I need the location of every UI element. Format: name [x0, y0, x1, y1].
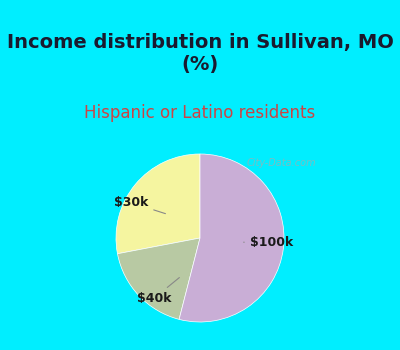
Text: $100k: $100k — [244, 236, 293, 249]
Text: City-Data.com: City-Data.com — [246, 158, 316, 168]
Text: $40k: $40k — [136, 278, 179, 305]
Wedge shape — [118, 238, 200, 319]
Text: Income distribution in Sullivan, MO
(%): Income distribution in Sullivan, MO (%) — [6, 33, 394, 74]
Text: Hispanic or Latino residents: Hispanic or Latino residents — [84, 104, 316, 122]
Wedge shape — [116, 154, 200, 254]
Text: $30k: $30k — [114, 196, 166, 214]
Wedge shape — [179, 154, 284, 322]
